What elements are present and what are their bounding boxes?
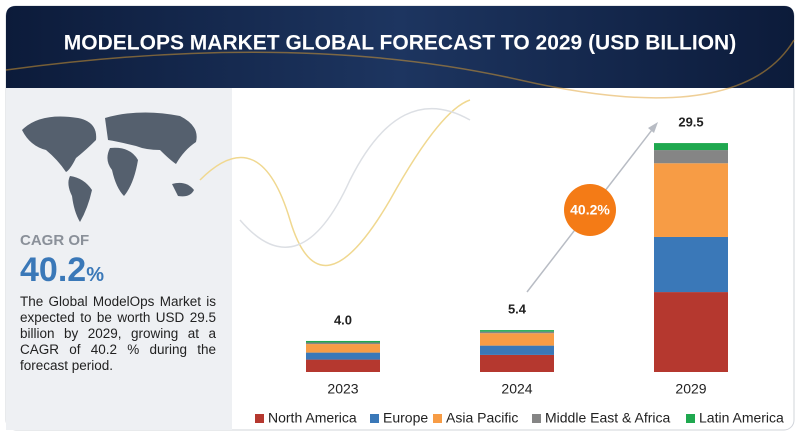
chart-title: MODELOPS MARKET GLOBAL FORECAST TO 2029 … (64, 32, 736, 55)
cagr-bubble (564, 184, 616, 236)
x-tick-label: 2024 (501, 381, 532, 397)
bar-segment (306, 359, 380, 372)
legend-label: Latin America (699, 410, 784, 426)
decor-curve (199, 99, 471, 267)
legend-swatch (532, 414, 541, 423)
bar-segment (480, 333, 554, 346)
legend-swatch (686, 414, 695, 423)
world-map (22, 112, 197, 222)
legend-label: Asia Pacific (446, 410, 518, 426)
decor-curve (239, 107, 471, 248)
bar-segment (480, 345, 554, 355)
bar-segment (654, 292, 728, 372)
bar-segment (654, 236, 728, 293)
legend-label: North America (268, 410, 357, 426)
growth-arrowhead (648, 122, 658, 133)
total-label: 4.0 (334, 312, 352, 327)
legend-swatch (433, 414, 442, 423)
side-text: CAGR OF 40.2% The Global ModelOps Market… (20, 232, 216, 374)
bar-segment (654, 150, 728, 164)
bar-segment (654, 143, 728, 151)
bar-segment (480, 354, 554, 372)
bar-segment (306, 352, 380, 360)
bar-segment (480, 331, 554, 334)
total-label: 5.4 (508, 302, 527, 317)
x-tick-label: 2023 (327, 381, 358, 397)
legend-swatch (370, 414, 379, 423)
bar-segment (480, 330, 554, 332)
bar-segment (654, 163, 728, 237)
header-decor (5, 39, 795, 99)
legend-label: Europe (383, 410, 428, 426)
bar-segment (306, 342, 380, 345)
cagr-value: 40.2 (20, 251, 87, 289)
description: The Global ModelOps Market is expected t… (20, 294, 216, 373)
header (6, 6, 794, 88)
legend-swatch (255, 414, 264, 423)
bar-segment (306, 344, 380, 353)
cagr-heading: CAGR OF (20, 232, 90, 249)
bar-segment (306, 340, 380, 343)
x-tick-label: 2029 (675, 381, 706, 397)
cagr-bubble-label: 40.2% (570, 202, 610, 218)
legend-label: Middle East & Africa (545, 410, 670, 426)
cagr-figure: 40.2% (20, 251, 216, 290)
total-label: 29.5 (678, 115, 703, 130)
cagr-unit: % (86, 264, 104, 286)
